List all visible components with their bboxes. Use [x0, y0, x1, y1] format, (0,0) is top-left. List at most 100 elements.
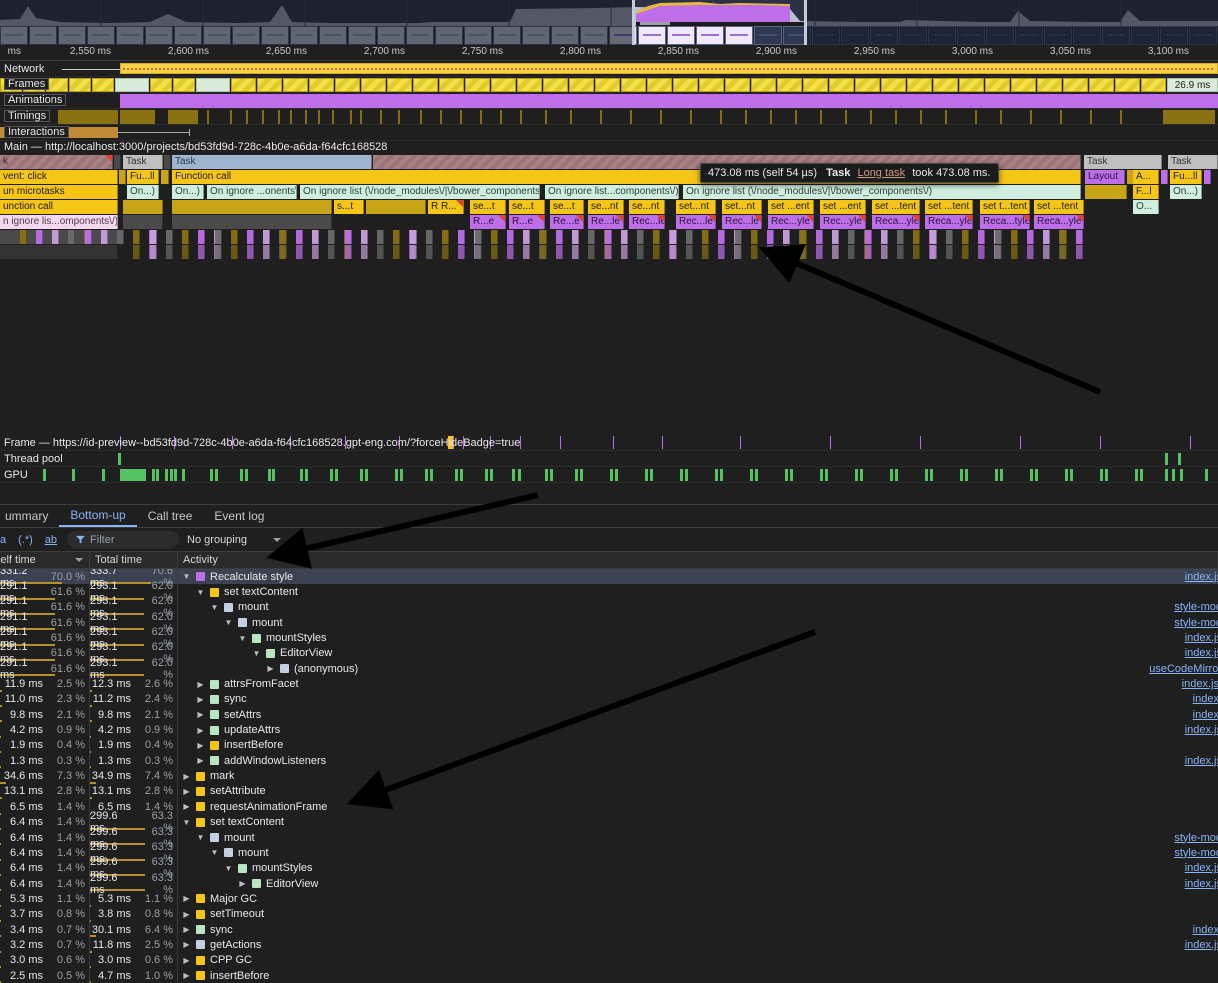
timing-mark[interactable]: [440, 110, 442, 124]
frame-event[interactable]: [1190, 436, 1191, 449]
source-link[interactable]: index.js: [1184, 877, 1218, 890]
tab-call-tree[interactable]: Call tree: [147, 509, 193, 523]
flame-event[interactable]: [848, 245, 855, 259]
flame-event[interactable]: On ignore ...onents\/): [207, 185, 297, 199]
flame-event[interactable]: R...e: [509, 215, 545, 229]
gpu-task[interactable]: [860, 469, 863, 481]
flame-event[interactable]: Rec...le: [629, 215, 665, 229]
table-row[interactable]: 291.1 ms 61.6 % 293.1 ms 62.0 % (anonymous) u…: [0, 657, 1218, 681]
expand-triangle-open-icon[interactable]: [252, 649, 261, 658]
expand-triangle-closed-icon[interactable]: [196, 726, 205, 735]
flame-event[interactable]: [491, 245, 498, 259]
frame-event[interactable]: [830, 436, 831, 449]
flame-event[interactable]: [1076, 245, 1083, 259]
flame-event[interactable]: [393, 230, 400, 244]
gpu-task[interactable]: [1172, 469, 1175, 481]
frame-block[interactable]: [881, 78, 906, 92]
table-row[interactable]: 3.0 ms 0.6 % 3.0 ms 0.6 % CPP GC: [0, 952, 1218, 968]
flame-event[interactable]: [995, 245, 1002, 259]
timing-mark[interactable]: [1000, 110, 1002, 124]
gpu-task[interactable]: [995, 469, 998, 481]
expand-triangle-closed-icon[interactable]: [182, 910, 191, 919]
flame-event[interactable]: [572, 230, 579, 244]
frame-block[interactable]: [231, 78, 256, 92]
flame-event[interactable]: [816, 230, 823, 244]
flame-event[interactable]: [20, 230, 27, 244]
flame-event[interactable]: [114, 155, 121, 169]
flame-event[interactable]: [198, 230, 205, 244]
flame-event[interactable]: [231, 230, 238, 244]
flame-event[interactable]: [133, 245, 140, 259]
frame-block[interactable]: [283, 78, 308, 92]
flame-event[interactable]: set ...tent: [872, 200, 920, 214]
flame-event[interactable]: [393, 245, 400, 259]
flame-event[interactable]: [345, 245, 352, 259]
timing-mark[interactable]: [570, 110, 572, 124]
flame-event[interactable]: [881, 230, 888, 244]
flame-event[interactable]: [172, 215, 332, 229]
frame-block[interactable]: [647, 78, 672, 92]
column-header-self-time[interactable]: Self time: [0, 552, 90, 568]
frame-block[interactable]: [173, 78, 195, 92]
expand-triangle-closed-icon[interactable]: [182, 787, 191, 796]
timing-mark[interactable]: [480, 110, 482, 124]
flame-event[interactable]: [897, 245, 904, 259]
timing-mark[interactable]: [1090, 110, 1092, 124]
gpu-task[interactable]: [1035, 469, 1038, 481]
flame-event[interactable]: [231, 245, 238, 259]
frame-block[interactable]: [335, 78, 360, 92]
flame-event[interactable]: [523, 230, 530, 244]
flame-event[interactable]: [816, 245, 823, 259]
frame-event[interactable]: [662, 436, 663, 449]
gpu-task[interactable]: [360, 469, 363, 481]
timeline-tracks[interactable]: Network 26.9 ms Frames Animations Timing…: [0, 61, 1218, 501]
gpu-task[interactable]: [156, 469, 159, 481]
gpu-task[interactable]: [1065, 469, 1068, 481]
gpu-task[interactable]: [518, 469, 521, 481]
flame-event[interactable]: Re...le: [588, 215, 624, 229]
flame-event[interactable]: [702, 245, 709, 259]
flame-event[interactable]: [800, 230, 807, 244]
flame-event[interactable]: set ...tent: [1034, 200, 1084, 214]
timing-mark[interactable]: [745, 110, 747, 124]
grouping-select[interactable]: No grouping: [187, 534, 281, 546]
flame-event[interactable]: [1027, 230, 1034, 244]
track-animations[interactable]: Animations: [0, 93, 1218, 109]
expand-triangle-closed-icon[interactable]: [196, 741, 205, 750]
timing-mark[interactable]: [1163, 110, 1215, 124]
gpu-task[interactable]: [455, 469, 458, 481]
expand-triangle-open-icon[interactable]: [182, 818, 191, 827]
frame-block[interactable]: [439, 78, 464, 92]
gpu-task[interactable]: [610, 469, 613, 481]
thread-pool-event[interactable]: [1178, 453, 1181, 465]
gpu-task[interactable]: [102, 469, 105, 481]
frame-event[interactable]: [1100, 436, 1101, 449]
table-row[interactable]: 6.4 ms 1.4 % 299.6 ms 63.3 % mount style-mod: [0, 826, 1218, 850]
flame-event[interactable]: [280, 230, 287, 244]
flame-event[interactable]: O...: [1133, 200, 1159, 214]
flame-event[interactable]: [1011, 245, 1018, 259]
flame-row[interactable]: [0, 230, 1218, 245]
flame-event[interactable]: [312, 230, 319, 244]
flame-event[interactable]: [164, 155, 171, 169]
gpu-task[interactable]: [43, 469, 46, 481]
frame-event[interactable]: [453, 436, 454, 449]
frames-strip[interactable]: 26.9 ms: [0, 78, 1218, 92]
match-case-icon[interactable]: (.*): [18, 533, 33, 546]
frame-event[interactable]: [120, 436, 121, 449]
timing-mark[interactable]: [360, 110, 362, 124]
timing-mark[interactable]: [207, 110, 209, 124]
frame-block[interactable]: [803, 78, 828, 92]
timing-mark[interactable]: [58, 110, 118, 124]
gpu-task[interactable]: [890, 469, 893, 481]
timing-mark[interactable]: [545, 110, 547, 124]
frame-block[interactable]: [829, 78, 854, 92]
source-link[interactable]: style-mod: [1174, 846, 1218, 859]
gpu-task[interactable]: [330, 469, 333, 481]
flame-event[interactable]: [426, 230, 433, 244]
flame-event[interactable]: Rec...le: [722, 215, 762, 229]
flame-event[interactable]: A...: [1133, 170, 1159, 184]
expand-triangle-closed-icon[interactable]: [238, 879, 247, 888]
flame-event[interactable]: [865, 245, 872, 259]
frame-event[interactable]: [520, 436, 521, 449]
